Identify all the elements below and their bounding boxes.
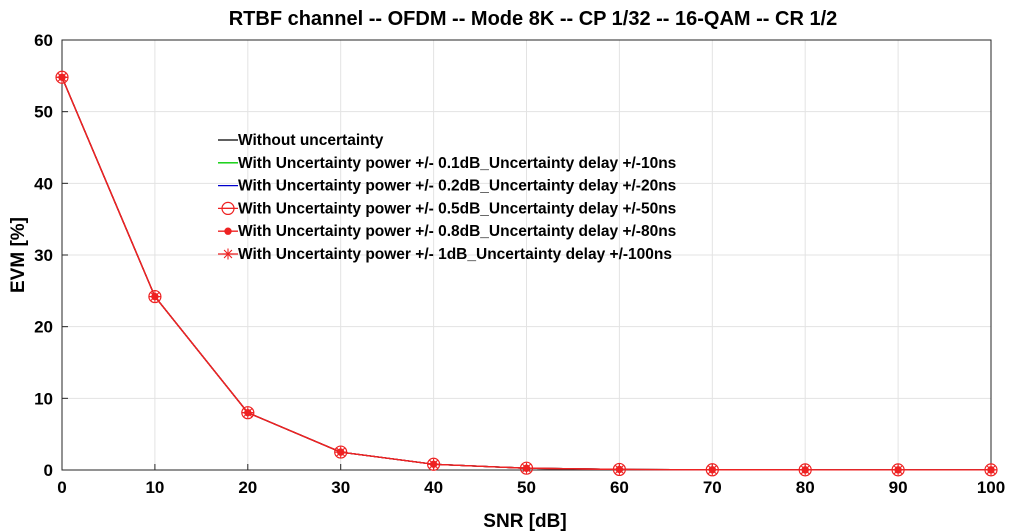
x-tick-label: 40 [424,478,443,497]
legend-entry: With Uncertainty power +/- 1dB_Uncertain… [238,246,672,263]
legend-entry: With Uncertainty power +/- 0.5dB_Uncerta… [238,200,676,217]
y-tick-label: 30 [34,246,53,265]
data-point [799,464,811,476]
y-axis-label: EVM [%] [8,217,29,293]
legend-marker [221,201,235,215]
data-point [56,71,68,83]
legend-entry: With Uncertainty power +/- 0.8dB_Uncerta… [238,223,676,240]
x-tick-label: 60 [610,478,629,497]
legend-entry: Without uncertainty [238,132,384,149]
x-tick-label: 100 [977,478,1005,497]
data-point [892,464,904,476]
legend-marker [224,227,232,235]
legend-marker [222,248,234,260]
data-point [521,462,532,474]
x-tick-label: 10 [145,478,164,497]
x-tick-label: 20 [238,478,257,497]
legend-entry: With Uncertainty power +/- 0.1dB_Uncerta… [238,155,676,172]
data-point [242,407,254,419]
data-point [706,464,718,476]
x-tick-label: 50 [517,478,536,497]
y-tick-label: 0 [44,461,53,480]
y-tick-label: 10 [34,389,53,408]
data-point [985,464,997,476]
x-tick-label: 90 [889,478,908,497]
x-tick-label: 30 [331,478,350,497]
y-tick-label: 20 [34,318,53,337]
x-tick-label: 0 [57,478,66,497]
y-tick-label: 40 [34,174,53,193]
data-point [335,446,347,458]
y-tick-label: 50 [34,103,53,122]
legend-entry: With Uncertainty power +/- 0.2dB_Uncerta… [238,178,676,195]
axis-ticks: 0 10 20 30 40 50 60 70 80 90 100 0 10 20 30 40 50 60 [34,31,1005,497]
data-point [149,291,161,303]
chart-title: RTBF channel -- OFDM -- Mode 8K -- CP 1/… [229,8,838,30]
legend: Without uncertainty With Uncertainty powe… [218,132,676,263]
data-point [428,458,440,470]
data-point [613,463,625,475]
series-lines [55,70,998,477]
x-axis-label: SNR [dB] [483,511,566,532]
x-tick-label: 70 [703,478,722,497]
x-tick-label: 80 [796,478,815,497]
y-tick-label: 60 [34,31,53,50]
